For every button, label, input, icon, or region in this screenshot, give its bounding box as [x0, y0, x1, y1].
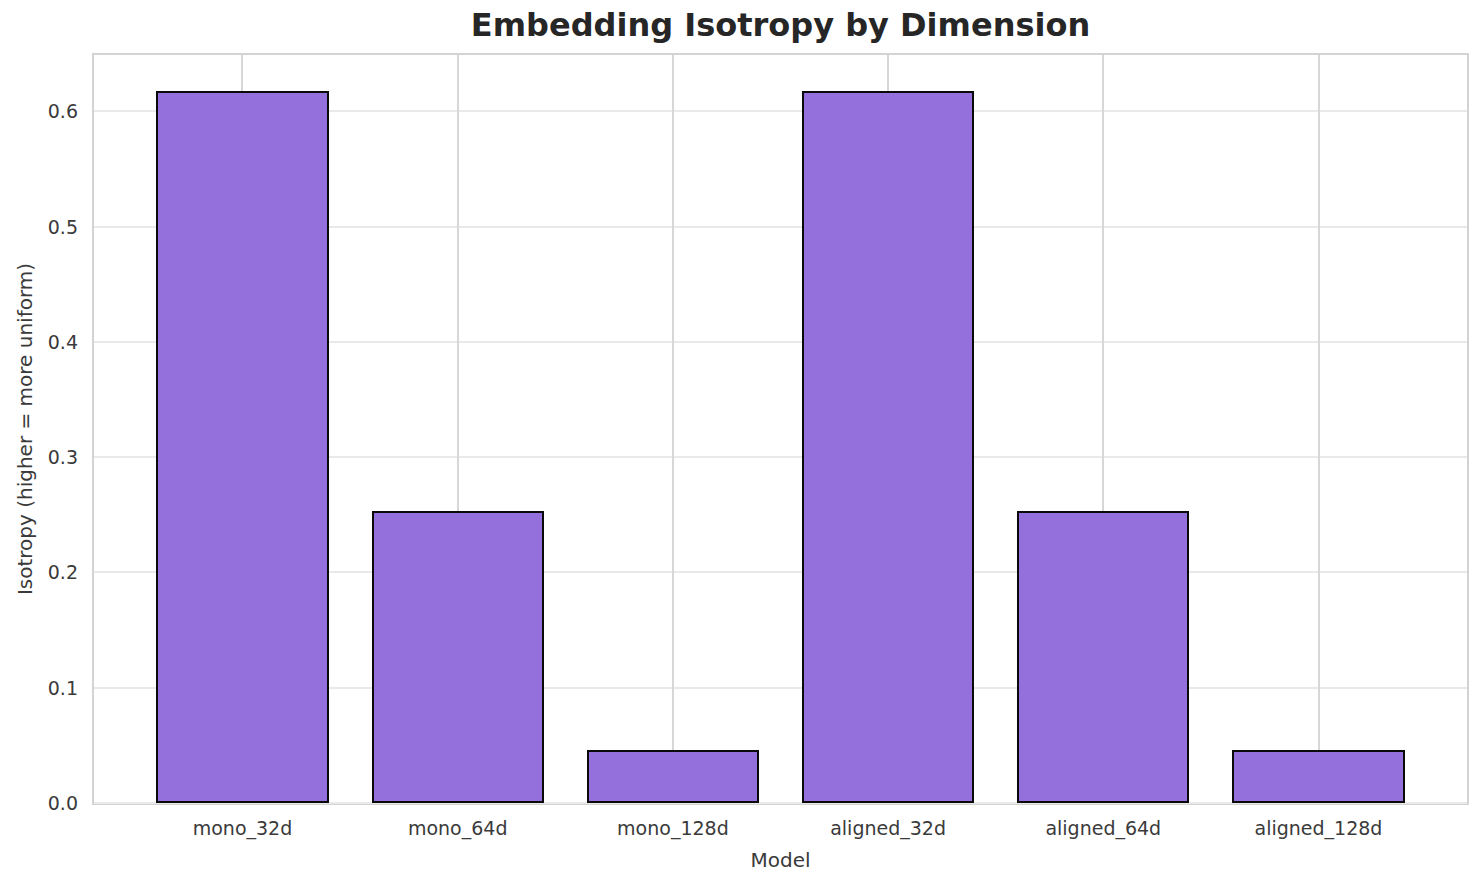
bar-mono_128d: [587, 750, 759, 803]
y-tick-label: 0.3: [0, 445, 78, 469]
x-tick-label: mono_128d: [563, 817, 783, 839]
y-tick-label: 0.5: [0, 215, 78, 239]
x-tick-label: aligned_32d: [778, 817, 998, 839]
gridline-vertical: [672, 55, 674, 803]
y-axis-label: Isotropy (higher = more uniform): [13, 263, 37, 595]
y-tick-label: 0.0: [0, 791, 78, 815]
bar-mono_64d: [372, 511, 544, 803]
x-tick-label: mono_32d: [132, 817, 352, 839]
y-tick-label: 0.1: [0, 676, 78, 700]
gridline-vertical: [1318, 55, 1320, 803]
y-tick-label: 0.6: [0, 99, 78, 123]
bar-chart-figure: Embedding Isotropy by Dimension Isotropy…: [0, 0, 1484, 885]
bar-mono_32d: [156, 91, 328, 803]
x-tick-label: mono_64d: [348, 817, 568, 839]
y-tick-label: 0.2: [0, 560, 78, 584]
plot-area: [92, 53, 1469, 805]
y-tick-label: 0.4: [0, 330, 78, 354]
x-tick-label: aligned_128d: [1209, 817, 1429, 839]
bar-aligned_128d: [1232, 750, 1404, 803]
x-axis-label: Model: [92, 848, 1469, 872]
bar-aligned_32d: [802, 91, 974, 803]
bar-aligned_64d: [1017, 511, 1189, 803]
chart-title: Embedding Isotropy by Dimension: [92, 6, 1469, 44]
x-tick-label: aligned_64d: [993, 817, 1213, 839]
